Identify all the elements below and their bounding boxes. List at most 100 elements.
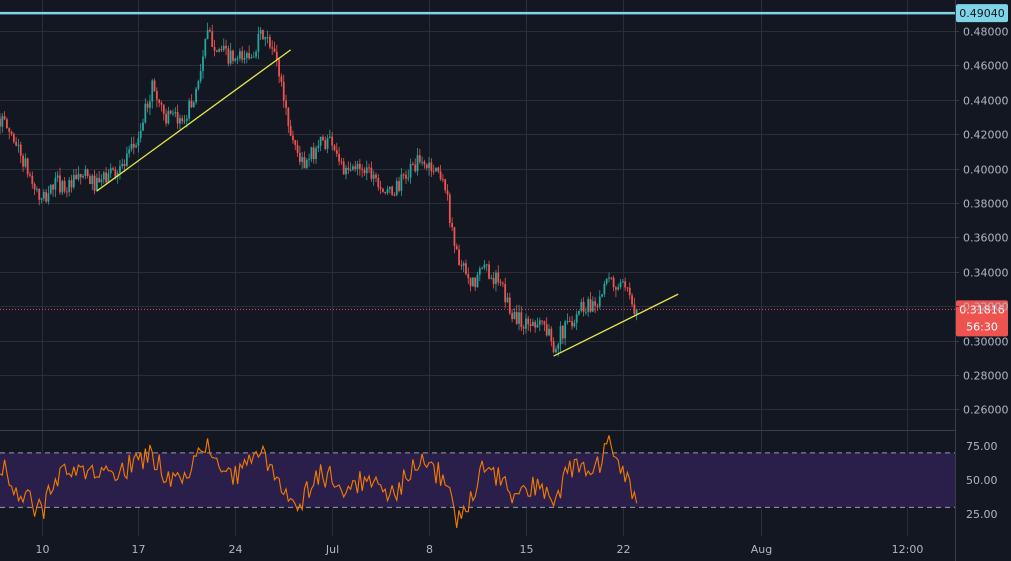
candle-body [89, 176, 91, 185]
candle-body [386, 189, 389, 193]
candle-body [575, 314, 578, 323]
candle-body [585, 311, 587, 313]
candle-body [132, 143, 135, 148]
candle-body [100, 179, 103, 183]
candle-body [407, 177, 410, 179]
candle-body [222, 45, 225, 50]
candle-body [612, 277, 615, 288]
candle-body [501, 283, 504, 285]
candle-body [469, 278, 472, 287]
candle-body [504, 284, 507, 303]
candle-body [455, 245, 458, 250]
candle-body [617, 287, 620, 290]
candle-body [368, 167, 370, 169]
candle-body [377, 178, 380, 188]
candle-body [591, 301, 594, 312]
candle-body [294, 140, 297, 145]
candle-body [448, 194, 451, 223]
candle-body [301, 157, 304, 162]
candle-body [289, 125, 292, 136]
candle-body [215, 50, 218, 52]
x-tick-label: Jul [325, 543, 339, 556]
candle-body [12, 133, 15, 142]
candle-body [255, 51, 257, 57]
candle-body [398, 181, 400, 191]
trendline[interactable] [553, 293, 679, 357]
candle-body [121, 163, 124, 167]
candle-body [626, 287, 629, 289]
candle-body [416, 155, 419, 172]
candle-body [545, 324, 548, 336]
candle-body [59, 175, 61, 193]
candle-body [38, 188, 41, 200]
trendline[interactable] [96, 49, 292, 192]
candle-body [271, 47, 274, 49]
candle-body [49, 184, 52, 194]
candle-body [91, 175, 94, 185]
candle-body [52, 184, 54, 190]
candle-body [349, 169, 352, 171]
candle-body [531, 321, 534, 326]
candle-body [418, 155, 421, 162]
candle-body [280, 76, 283, 82]
candle-body [174, 112, 177, 114]
rsi-tick-label: 75.00 [966, 440, 998, 453]
rsi-tick-label: 50.00 [966, 474, 998, 487]
candle-body [474, 277, 477, 288]
trendlines[interactable] [96, 49, 679, 357]
candle-body [259, 30, 262, 34]
candle-body [425, 164, 428, 169]
candle-body [465, 263, 467, 274]
candle-body [114, 169, 117, 177]
candle-body [109, 168, 112, 174]
candle-body [518, 312, 520, 324]
candle-body [608, 277, 610, 279]
candle-body [165, 113, 167, 124]
candle-body [409, 163, 412, 178]
candle-body [296, 144, 299, 153]
candle-body [536, 324, 539, 328]
rsi-series [0, 435, 638, 528]
candle-body [77, 173, 80, 180]
x-tick-label: 24 [229, 543, 243, 556]
candle-body [506, 297, 509, 303]
y-tick-label: 0.30000 [963, 336, 1009, 349]
candle-body [446, 190, 449, 195]
candle-body [603, 283, 606, 295]
candle-body [229, 50, 232, 64]
candle-body [561, 325, 564, 339]
candle-body [338, 153, 340, 162]
candle-body [68, 180, 71, 192]
candle-body [605, 278, 608, 284]
candle-body [589, 299, 592, 312]
y-tick-label: 0.32000 [963, 301, 1009, 314]
candle-body [139, 130, 142, 139]
candle-body [169, 110, 172, 114]
y-tick-label: 0.36000 [963, 232, 1009, 245]
candle-body [192, 102, 195, 108]
candle-body [557, 344, 560, 349]
candle-body [264, 37, 267, 40]
y-tick-label: 0.26000 [963, 404, 1009, 417]
candle-body [308, 159, 311, 161]
candle-body [423, 161, 426, 165]
candle-body [262, 30, 264, 40]
candle-body [31, 175, 34, 184]
candle-body [22, 155, 24, 167]
candle-body [197, 81, 200, 89]
x-tick-label: 17 [132, 543, 146, 556]
candle-body [234, 58, 237, 61]
candle-body [559, 325, 562, 345]
candle-body [499, 282, 502, 284]
candle-body [328, 136, 331, 138]
candle-body [628, 287, 631, 296]
candle-body [8, 128, 11, 132]
candle-body [135, 145, 137, 148]
candle-body [82, 175, 84, 178]
candle-body [550, 328, 553, 342]
candle-body [460, 265, 463, 267]
candle-body [513, 312, 516, 320]
candle-body [29, 174, 31, 176]
candle-body [485, 264, 488, 266]
